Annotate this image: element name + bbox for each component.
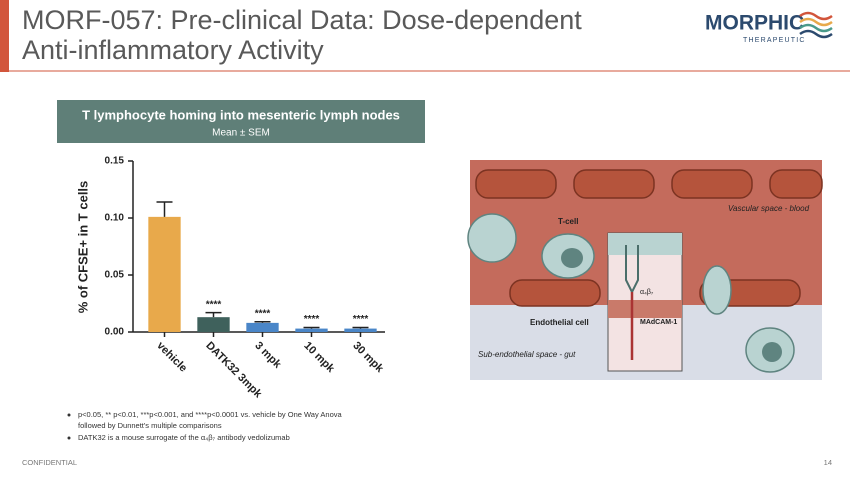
footnote: followed by Dunnett's multiple compariso…: [78, 421, 222, 430]
chart-header: [57, 100, 425, 143]
y-tick-label: 0.10: [105, 213, 125, 224]
significance-label: ****: [255, 308, 271, 319]
bar: [295, 328, 328, 332]
logo-wave: [799, 23, 833, 33]
title: MORF-057: Pre-clinical Data: Dose-depend…: [22, 5, 582, 35]
footer-label: CONFIDENTIAL: [22, 458, 77, 467]
error-bar: [254, 320, 271, 323]
integrin: [625, 245, 639, 293]
t-cell: [702, 265, 732, 315]
bar: [344, 328, 377, 332]
page-number: 14: [824, 458, 832, 467]
accent-bar: [0, 0, 9, 72]
error-bar: [156, 201, 173, 217]
t-cell-nucleus: [762, 342, 782, 362]
bar: [197, 317, 230, 332]
bar: [246, 322, 279, 332]
logo-wave: [799, 29, 833, 39]
significance-label: ****: [206, 299, 222, 310]
endothelial-row: [475, 169, 823, 307]
bullet: [67, 413, 71, 417]
significance-label: ****: [353, 314, 369, 325]
significance-label: ****: [304, 314, 320, 325]
chart-title: T lymphocyte homing into mesenteric lymp…: [82, 107, 400, 122]
y-axis-label: % of CFSE+ in T cells: [75, 181, 90, 314]
diagram-label: T-cell: [558, 217, 578, 226]
diagram-label: Endothelial cell: [530, 318, 589, 327]
logo-wave: [799, 17, 833, 27]
logo: MORPHIC THERAPEUTIC: [705, 11, 833, 44]
error-bar: [352, 326, 369, 329]
inset-endothelium: [608, 300, 682, 318]
y-tick-label: 0.15: [105, 156, 125, 167]
logo-wave: [799, 11, 833, 21]
diagram-label: Vascular space - blood: [728, 204, 810, 213]
t-cell: [467, 213, 517, 263]
error-bar: [205, 311, 222, 318]
inset-cell: [608, 233, 682, 255]
title: Anti-inflammatory Activity: [22, 35, 324, 65]
diagram-label: α₄β₇: [640, 289, 654, 296]
bar: [148, 216, 181, 332]
y-tick-label: 0.05: [105, 270, 125, 281]
diagram-label: Sub-endothelial space - gut: [478, 350, 576, 359]
logo-name: MORPHIC: [705, 12, 804, 35]
diagram-label: MAdCAM-1: [640, 319, 677, 326]
t-cell-nucleus: [561, 248, 583, 268]
error-bar: [303, 326, 320, 329]
chart-subtitle: Mean ± SEM: [212, 128, 270, 139]
footnote: DATK32 is a mouse surrogate of the α₄β₇ …: [78, 433, 290, 442]
bullet: [67, 436, 71, 440]
y-tick-label: 0.00: [105, 327, 125, 338]
footnote: p<0.05, ** p<0.01, ***p<0.001, and ****p…: [78, 410, 342, 419]
diagram: α₄β₇ MAdCAM-1 T-cell Vascular space - bl…: [467, 160, 823, 380]
logo-tagline: THERAPEUTIC: [743, 37, 806, 44]
